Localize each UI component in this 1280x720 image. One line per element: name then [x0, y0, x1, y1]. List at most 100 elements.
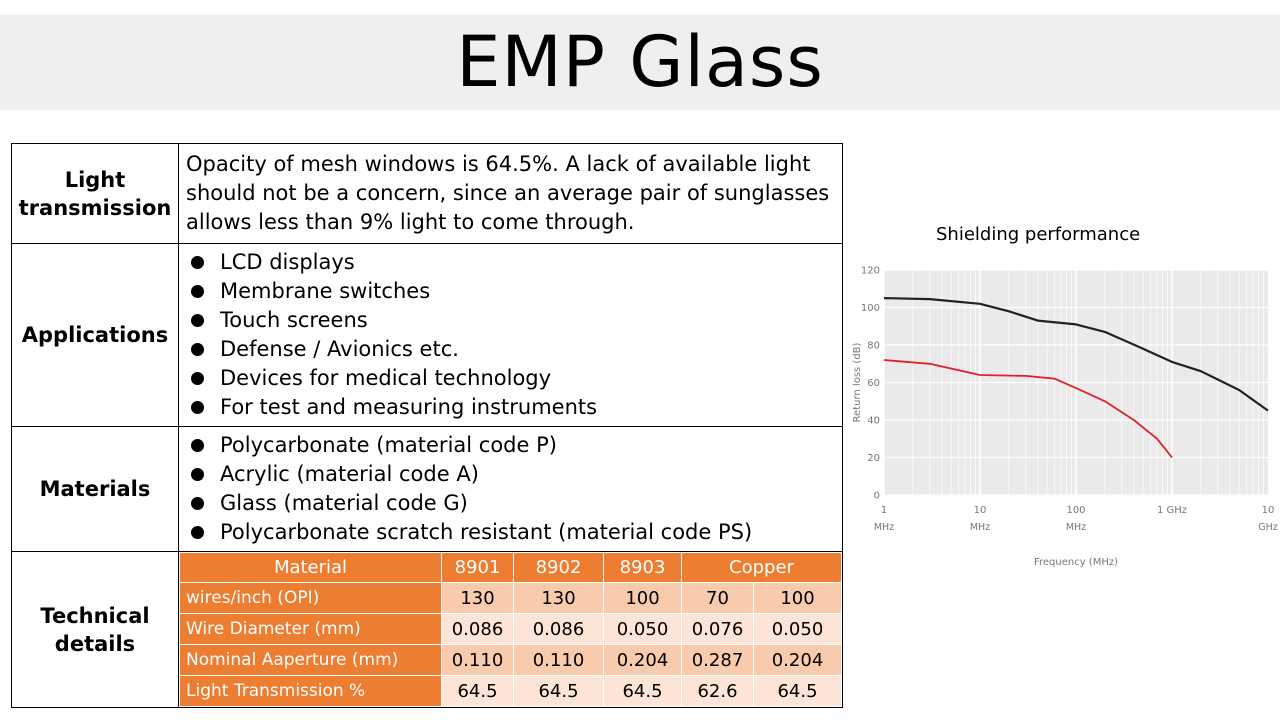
table-row: Wire Diameter (mm) 0.086 0.086 0.050 0.0… [179, 613, 843, 645]
table-cell: 64.5 [441, 675, 514, 707]
list-item-text: Membrane switches [220, 279, 431, 303]
column-header: 8902 [513, 552, 604, 583]
table-cell: 100 [603, 582, 682, 614]
series-line-2 [883, 359, 1173, 459]
series-line-1 [883, 297, 1269, 412]
bullet-icon [191, 497, 204, 510]
list-item-text: LCD displays [220, 250, 355, 274]
row-label: Wire Diameter (mm) [179, 613, 442, 645]
table-cell: 0.050 [752, 613, 843, 645]
list-item-text: Polycarbonate scratch resistant (materia… [220, 520, 753, 544]
bullet-icon [191, 401, 204, 414]
table-cell: 0.086 [513, 613, 604, 645]
row-technical-details: Technical details Material 8901 8902 890… [11, 551, 843, 708]
x-tick-unit-label: MHz [874, 522, 894, 533]
y-tick-label: 40 [867, 416, 880, 427]
x-tick-unit-label: MHz [1066, 522, 1086, 533]
x-tick-label: 10 [974, 505, 987, 516]
table-cell: 70 [681, 582, 754, 614]
list-item: Membrane switches [187, 277, 834, 306]
bullet-icon [191, 526, 204, 539]
x-axis-label: Frequency (MHz) [1034, 557, 1118, 568]
table-row: Light Transmission % 64.5 64.5 64.5 62.6… [179, 675, 843, 707]
list-item-text: Polycarbonate (material code P) [220, 433, 557, 457]
table-cell: 62.6 [681, 675, 754, 707]
list-item: Devices for medical technology [187, 364, 834, 393]
applications-cell: LCD displays Membrane switches Touch scr… [178, 243, 843, 427]
list-item-text: Glass (material code G) [220, 491, 468, 515]
row-label: wires/inch (OPI) [179, 582, 442, 614]
list-item: Polycarbonate scratch resistant (materia… [187, 518, 834, 547]
table-cell: 130 [513, 582, 604, 614]
row-light-transmission: Light transmission Opacity of mesh windo… [11, 143, 843, 244]
table-cell: 0.204 [752, 644, 843, 676]
table-cell: 0.110 [513, 644, 604, 676]
list-item: For test and measuring instruments [187, 393, 834, 422]
column-header: 8901 [441, 552, 514, 583]
list-item: Defense / Avionics etc. [187, 335, 834, 364]
x-tick-label: 1 GHz [1157, 505, 1187, 516]
list-item-text: Touch screens [220, 308, 368, 332]
table-cell: 64.5 [603, 675, 682, 707]
table-cell: 0.204 [603, 644, 682, 676]
table-cell: 0.050 [603, 613, 682, 645]
spec-table: Light transmission Opacity of mesh windo… [11, 143, 843, 708]
y-tick-label: 80 [867, 341, 880, 352]
list-item: Touch screens [187, 306, 834, 335]
row-heading-materials: Materials [11, 426, 179, 552]
materials-list: Polycarbonate (material code P) Acrylic … [187, 431, 834, 547]
table-cell: 0.076 [681, 613, 754, 645]
bullet-icon [191, 314, 204, 327]
bullet-icon [191, 343, 204, 356]
list-item: LCD displays [187, 248, 834, 277]
y-tick-label: 0 [874, 491, 880, 502]
table-cell: 130 [441, 582, 514, 614]
list-item: Glass (material code G) [187, 489, 834, 518]
applications-list: LCD displays Membrane switches Touch scr… [187, 248, 834, 422]
table-cell: 0.086 [441, 613, 514, 645]
list-item: Acrylic (material code A) [187, 460, 834, 489]
column-header: 8903 [603, 552, 682, 583]
table-cell: 64.5 [513, 675, 604, 707]
list-item-text: For test and measuring instruments [220, 395, 598, 419]
row-heading-light: Light transmission [11, 143, 179, 244]
row-heading-technical: Technical details [11, 551, 179, 708]
x-tick-unit-label: MHz [970, 522, 990, 533]
row-materials: Materials Polycarbonate (material code P… [11, 426, 843, 552]
list-item-text: Acrylic (material code A) [220, 462, 479, 486]
column-header: Material [179, 552, 442, 583]
list-item: Polycarbonate (material code P) [187, 431, 834, 460]
y-tick-label: 100 [861, 303, 880, 314]
title-band: EMP Glass [0, 14, 1280, 110]
list-item-text: Devices for medical technology [220, 366, 552, 390]
row-label: Light Transmission % [179, 675, 442, 707]
table-cell: 64.5 [752, 675, 843, 707]
y-tick-label: 120 [861, 266, 880, 277]
row-applications: Applications LCD displays Membrane switc… [11, 243, 843, 427]
bullet-icon [191, 439, 204, 452]
column-header: Copper [680, 552, 843, 583]
chart-title: Shielding performance [936, 224, 1141, 245]
y-axis-label: Return loss (dB) [852, 342, 863, 422]
bullet-icon [191, 285, 204, 298]
table-cell: 0.287 [681, 644, 754, 676]
light-transmission-text: Opacity of mesh windows is 64.5%. A lack… [178, 143, 843, 244]
table-row: wires/inch (OPI) 130 130 100 70 100 [179, 582, 843, 614]
list-item-text: Defense / Avionics etc. [220, 337, 459, 361]
x-tick-label: 100 [1066, 505, 1085, 516]
technical-cell: Material 8901 8902 8903 Copper wires/inc… [178, 551, 843, 708]
x-tick-unit-label: GHz [1258, 522, 1278, 533]
bullet-icon [191, 372, 204, 385]
y-tick-label: 20 [867, 453, 880, 464]
shielding-chart: 0 20 40 60 80 100 120 1 MHz 10 MHz 100 MHz 1 GHz 10 GHz… [852, 266, 1278, 569]
bullet-icon [191, 256, 204, 269]
table-cell: 100 [752, 582, 843, 614]
x-tick-label: 10 [1262, 505, 1275, 516]
x-tick-label: 1 [881, 505, 887, 516]
page-title: EMP Glass [456, 21, 824, 103]
technical-table: Material 8901 8902 8903 Copper wires/inc… [179, 552, 843, 707]
table-row: Nominal Aaperture (mm) 0.110 0.110 0.204… [179, 644, 843, 676]
table-cell: 0.110 [441, 644, 514, 676]
table-header-row: Material 8901 8902 8903 Copper [179, 552, 843, 583]
materials-cell: Polycarbonate (material code P) Acrylic … [178, 426, 843, 552]
